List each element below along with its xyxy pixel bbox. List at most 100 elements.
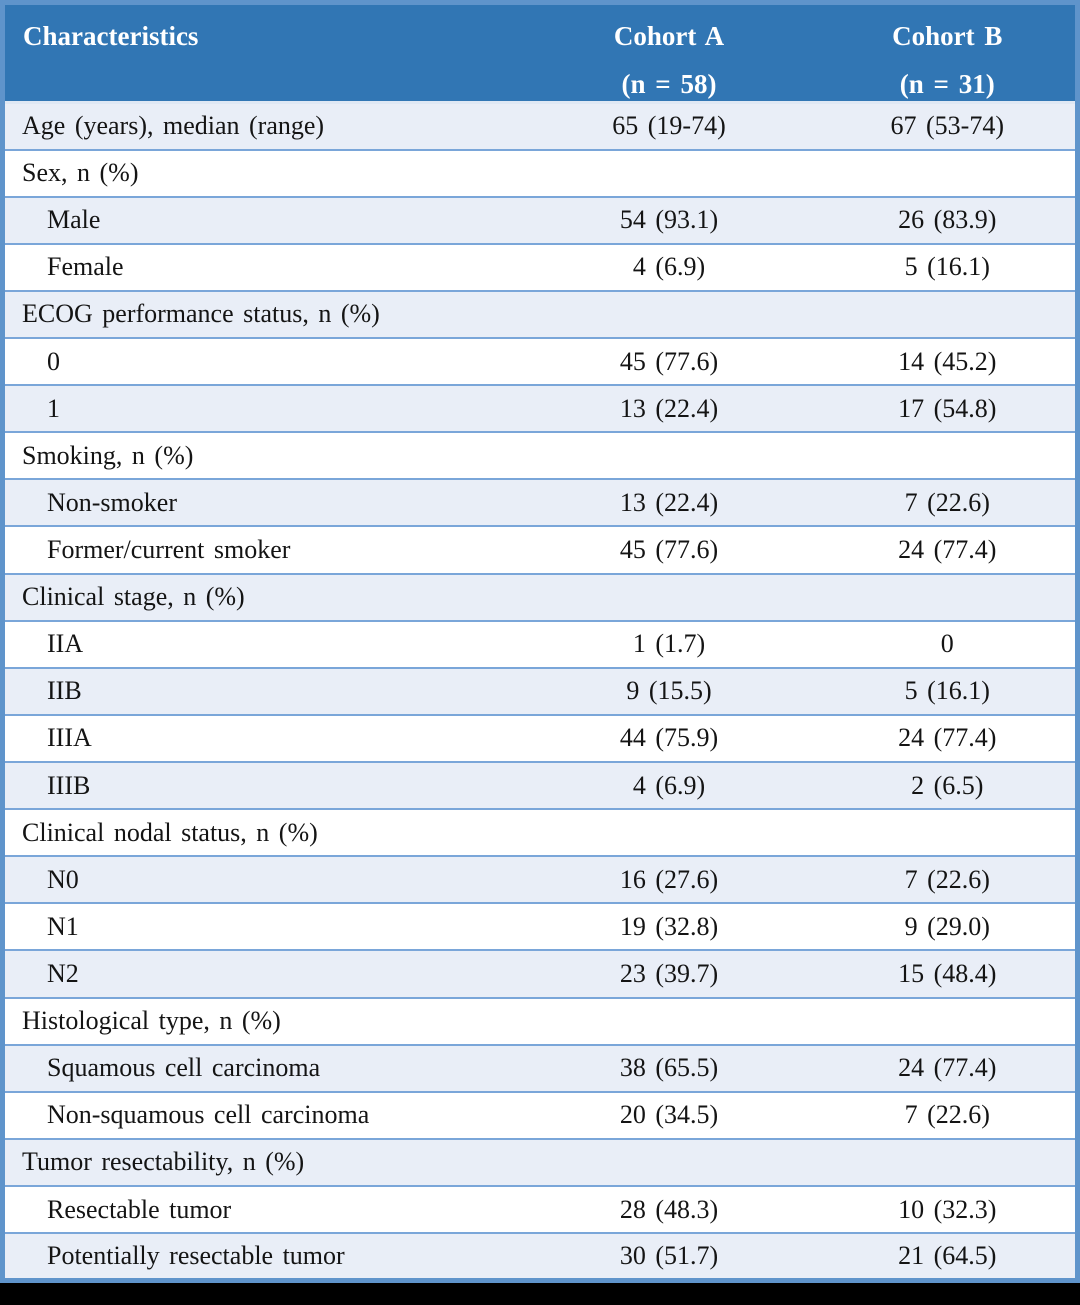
cohort-b-value: 67 (53-74): [890, 111, 1004, 141]
row-label: Former/current smoker: [47, 535, 291, 565]
section-label: ECOG performance status, n (%): [22, 299, 380, 329]
cohort-b-value: 5 (16.1): [904, 252, 990, 282]
table-body: Age (years), median (range) 65 (19-74) 6…: [2, 102, 1078, 1281]
row-label: IIIA: [47, 723, 92, 753]
cohort-a-value: [519, 1139, 820, 1186]
cohort-a-title: Cohort A: [613, 21, 725, 51]
section-row-clinical-stage: Clinical stage, n (%): [2, 573, 1078, 621]
cohort-b-value: [820, 1139, 1078, 1186]
cohort-b-value: 7 (22.6): [904, 864, 990, 894]
cohort-b-value: [820, 150, 1078, 197]
table-row-age: Age (years), median (range) 65 (19-74) 6…: [2, 102, 1078, 150]
table-row-ecog-1: 1 13 (22.4) 17 (54.8): [2, 385, 1078, 433]
table-row-male: Male 54 (93.1) 26 (83.9): [2, 196, 1078, 244]
row-label: Squamous cell carcinoma: [47, 1053, 321, 1083]
cohort-a-value: 4 (6.9): [632, 252, 706, 282]
cohort-a-value: 13 (22.4): [619, 487, 719, 517]
cohort-b-value: 0: [940, 629, 954, 659]
cohort-a-value: 44 (75.9): [619, 723, 719, 753]
cohort-b-value: 7 (22.6): [904, 1100, 990, 1130]
cohort-b-value: 24 (77.4): [898, 535, 997, 565]
cohort-b-value: 14 (45.2): [898, 346, 997, 376]
section-row-smoking: Smoking, n (%): [2, 432, 1078, 480]
cohort-b-value: 5 (16.1): [904, 676, 990, 706]
section-row-clinical-nodal-status: Clinical nodal status, n (%): [2, 809, 1078, 857]
table-row-iiib: IIIB 4 (6.9) 2 (6.5): [2, 762, 1078, 810]
cohort-a-value: 28 (48.3): [619, 1194, 719, 1224]
row-label: IIB: [47, 676, 82, 706]
cohort-a-value: 16 (27.6): [619, 864, 719, 894]
table-row-iib: IIB 9 (15.5) 5 (16.1): [2, 667, 1078, 715]
row-label: Non-squamous cell carcinoma: [47, 1100, 370, 1130]
cohort-b-value: 17 (54.8): [898, 393, 997, 423]
cohort-b-value: 15 (48.4): [898, 959, 997, 989]
section-label: Clinical nodal status, n (%): [22, 817, 318, 847]
section-row-sex: Sex, n (%): [2, 149, 1078, 197]
table-row-iiia: IIIA 44 (75.9) 24 (77.4): [2, 714, 1078, 763]
cohort-a-n: (n = 58): [621, 69, 717, 99]
cohort-b-value: [820, 574, 1078, 621]
cohort-b-value: 9 (29.0): [904, 911, 990, 941]
row-label: IIA: [47, 629, 84, 659]
cohort-a-value: [519, 574, 820, 621]
table-row-former-current-smoker: Former/current smoker 45 (77.6) 24 (77.4…: [2, 526, 1078, 574]
row-label: N0: [47, 864, 79, 894]
table-row-n1: N1 19 (32.8) 9 (29.0): [2, 903, 1078, 951]
cohort-a-value: [519, 998, 820, 1045]
cohort-b-value: 24 (77.4): [898, 1053, 997, 1083]
section-row-histological-type: Histological type, n (%): [2, 997, 1078, 1045]
section-label: Smoking, n (%): [22, 440, 194, 470]
table-row-n2: N2 23 (39.7) 15 (48.4): [2, 950, 1078, 998]
section-label: Histological type, n (%): [22, 1006, 281, 1036]
table-row-female: Female 4 (6.9) 5 (16.1): [2, 243, 1078, 291]
row-label: Resectable tumor: [47, 1194, 232, 1224]
row-label: N1: [47, 911, 79, 941]
cohort-b-value: 24 (77.4): [898, 723, 997, 753]
cohort-a-value: 23 (39.7): [619, 959, 719, 989]
row-label: Male: [47, 205, 101, 235]
cohort-b-value: [820, 998, 1078, 1045]
cohort-b-value: [820, 291, 1078, 338]
table-row-n0: N0 16 (27.6) 7 (22.6): [2, 856, 1078, 904]
section-label: Tumor resectability, n (%): [22, 1147, 305, 1177]
table-row-non-smoker: Non-smoker 13 (22.4) 7 (22.6): [2, 479, 1078, 527]
table-row-non-squamous: Non-squamous cell carcinoma 20 (34.5) 7 …: [2, 1091, 1078, 1139]
table-row-iia: IIA 1 (1.7) 0: [2, 620, 1078, 668]
cohort-a-value: 65 (19-74): [612, 111, 726, 141]
table-row-potentially-resectable: Potentially resectable tumor 30 (51.7) 2…: [2, 1233, 1078, 1281]
row-label: 1: [47, 393, 60, 423]
cohort-a-value: 9 (15.5): [626, 676, 712, 706]
row-label: Potentially resectable tumor: [47, 1241, 345, 1271]
table-row-resectable: Resectable tumor 28 (48.3) 10 (32.3): [2, 1186, 1078, 1234]
table-row-squamous: Squamous cell carcinoma 38 (65.5) 24 (77…: [2, 1044, 1078, 1092]
cohort-b-value: [820, 809, 1078, 856]
section-row-ecog: ECOG performance status, n (%): [2, 290, 1078, 339]
cohort-a-value: 30 (51.7): [619, 1241, 719, 1271]
cohort-b-value: [820, 432, 1078, 479]
cohort-b-value: 10 (32.3): [898, 1194, 997, 1224]
cohort-b-value: 26 (83.9): [898, 205, 997, 235]
bottom-black-bar: [0, 1283, 1080, 1305]
cohort-a-value: 4 (6.9): [632, 770, 706, 800]
cohort-b-value: 21 (64.5): [898, 1241, 997, 1271]
cohort-a-value: 45 (77.6): [619, 535, 719, 565]
section-row-tumor-resectability: Tumor resectability, n (%): [2, 1138, 1078, 1187]
row-label: IIIB: [47, 770, 91, 800]
row-label: Non-smoker: [47, 487, 177, 517]
cohort-b-value: 2 (6.5): [911, 770, 984, 800]
header-characteristics: Characteristics: [2, 2, 519, 103]
header-cohort-b: Cohort B (n = 31): [819, 2, 1078, 103]
cohort-a-value: 45 (77.6): [619, 346, 719, 376]
cohort-a-value: 19 (32.8): [619, 911, 719, 941]
table-row-ecog-0: 0 45 (77.6) 14 (45.2): [2, 338, 1078, 386]
cohort-b-n: (n = 31): [899, 69, 995, 99]
header-row: Characteristics Cohort A (n = 58) Cohort…: [2, 2, 1078, 103]
row-label: Female: [47, 252, 124, 282]
row-label: 0: [47, 346, 60, 376]
section-label: Clinical stage, n (%): [22, 582, 245, 612]
cohort-a-value: 20 (34.5): [619, 1100, 719, 1130]
cohort-a-value: 1 (1.7): [632, 629, 706, 659]
section-label: Sex, n (%): [22, 158, 139, 188]
